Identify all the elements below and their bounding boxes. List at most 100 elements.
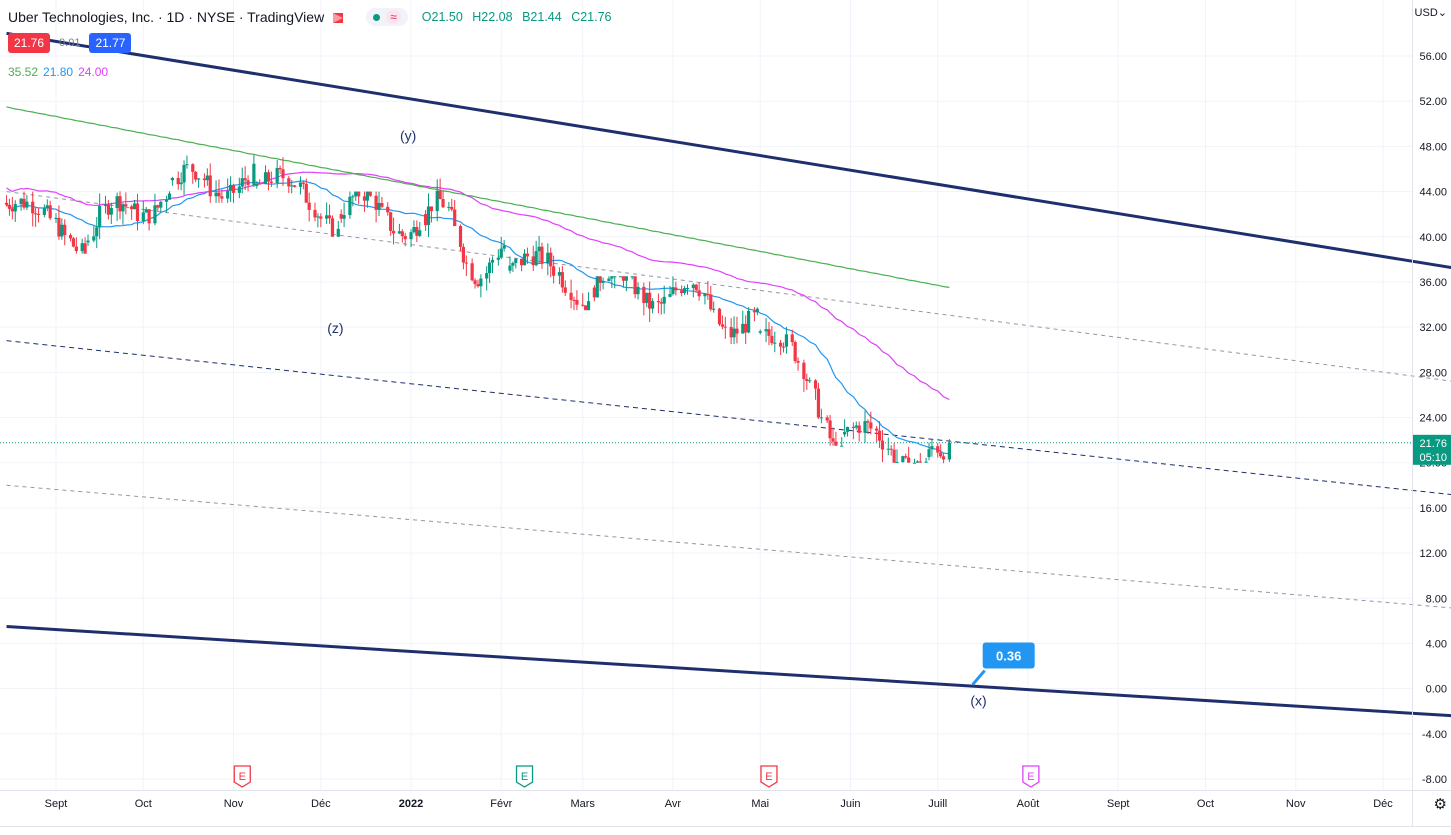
candle[interactable] xyxy=(895,449,899,464)
candle[interactable] xyxy=(624,276,628,292)
candle[interactable] xyxy=(226,178,230,203)
candle[interactable] xyxy=(281,157,285,186)
candle[interactable] xyxy=(650,298,655,314)
candle[interactable] xyxy=(214,180,218,203)
candle[interactable] xyxy=(877,421,882,448)
channel-line[interactable] xyxy=(6,31,1451,270)
candle[interactable] xyxy=(362,191,367,212)
candle[interactable] xyxy=(13,200,17,222)
candle[interactable] xyxy=(886,437,890,456)
candle[interactable] xyxy=(557,267,562,285)
candle[interactable] xyxy=(755,307,759,316)
candle[interactable] xyxy=(132,199,137,210)
candle[interactable] xyxy=(109,202,113,224)
candle[interactable] xyxy=(598,276,602,292)
candle[interactable] xyxy=(266,169,271,191)
candle[interactable] xyxy=(313,202,317,222)
candle[interactable] xyxy=(351,194,355,207)
candle[interactable] xyxy=(845,426,850,437)
candle[interactable] xyxy=(703,292,707,305)
candle[interactable] xyxy=(336,220,340,237)
candle[interactable] xyxy=(514,257,518,269)
candle[interactable] xyxy=(572,296,576,311)
candle[interactable] xyxy=(680,285,684,297)
candle[interactable] xyxy=(828,414,832,446)
wave-label-x[interactable]: (x) xyxy=(970,693,986,709)
candle[interactable] xyxy=(330,215,335,237)
candle[interactable] xyxy=(307,192,311,222)
candle[interactable] xyxy=(278,165,282,174)
candle[interactable] xyxy=(325,202,329,224)
candle[interactable] xyxy=(167,191,172,200)
earnings-marker-icon[interactable]: E xyxy=(760,765,778,788)
earnings-marker-icon[interactable]: E xyxy=(1022,765,1040,788)
candle[interactable] xyxy=(287,176,291,193)
candle[interactable] xyxy=(610,276,614,289)
channel-line[interactable] xyxy=(6,484,1451,609)
candle[interactable] xyxy=(365,191,369,208)
target-callout-box[interactable] xyxy=(982,642,1035,669)
candle[interactable] xyxy=(552,255,556,284)
candle[interactable] xyxy=(947,439,951,462)
candle[interactable] xyxy=(642,282,646,316)
candle[interactable] xyxy=(648,281,652,322)
candle[interactable] xyxy=(34,207,38,227)
candle[interactable] xyxy=(319,213,323,228)
symbol-legend[interactable]: Uber Technologies, Inc. · 1D · NYSE · Tr… xyxy=(8,8,612,26)
candle[interactable] xyxy=(892,443,896,463)
candle[interactable] xyxy=(522,249,527,266)
ma200-line[interactable] xyxy=(6,106,950,288)
candle[interactable] xyxy=(488,257,492,284)
flag-icon[interactable] xyxy=(332,11,344,23)
candle[interactable] xyxy=(316,213,320,228)
candle[interactable] xyxy=(912,458,917,464)
candle[interactable] xyxy=(380,196,384,208)
candle[interactable] xyxy=(426,193,431,237)
candle[interactable] xyxy=(674,281,678,296)
candle[interactable] xyxy=(389,211,393,236)
channel-line[interactable] xyxy=(6,624,1451,718)
candle[interactable] xyxy=(796,357,800,371)
candle[interactable] xyxy=(121,202,125,225)
candle[interactable] xyxy=(581,293,585,307)
candle[interactable] xyxy=(857,421,861,442)
candle[interactable] xyxy=(164,195,169,213)
candle[interactable] xyxy=(691,283,695,298)
candle[interactable] xyxy=(342,202,346,228)
candle[interactable] xyxy=(60,218,64,240)
candle[interactable] xyxy=(659,298,663,315)
candle[interactable] xyxy=(706,280,710,300)
candle[interactable] xyxy=(115,192,119,221)
candle[interactable] xyxy=(476,279,480,288)
candle[interactable] xyxy=(263,165,268,185)
candle[interactable] xyxy=(790,329,794,346)
candle[interactable] xyxy=(95,217,99,248)
candle[interactable] xyxy=(875,426,879,443)
candle[interactable] xyxy=(825,415,829,424)
candle[interactable] xyxy=(764,318,768,343)
candle[interactable] xyxy=(927,442,931,461)
candle[interactable] xyxy=(915,460,919,463)
ma50-line[interactable] xyxy=(6,171,950,401)
candle[interactable] xyxy=(840,437,844,447)
candle[interactable] xyxy=(354,191,358,201)
candle[interactable] xyxy=(205,168,209,186)
candle[interactable] xyxy=(450,198,454,212)
candle[interactable] xyxy=(866,419,870,435)
candle[interactable] xyxy=(438,178,442,200)
candle[interactable] xyxy=(851,422,855,440)
candle[interactable] xyxy=(723,316,727,339)
candle[interactable] xyxy=(470,258,474,282)
wave-label-y[interactable]: (y) xyxy=(400,128,416,144)
candle[interactable] xyxy=(461,243,466,270)
candle[interactable] xyxy=(720,315,725,330)
candle[interactable] xyxy=(246,175,250,192)
candle[interactable] xyxy=(176,171,180,190)
candle[interactable] xyxy=(712,301,716,313)
candle[interactable] xyxy=(304,178,308,204)
candle[interactable] xyxy=(4,195,9,207)
candle[interactable] xyxy=(630,276,634,280)
candle[interactable] xyxy=(758,329,762,335)
candle[interactable] xyxy=(191,163,195,184)
candle[interactable] xyxy=(904,453,908,460)
